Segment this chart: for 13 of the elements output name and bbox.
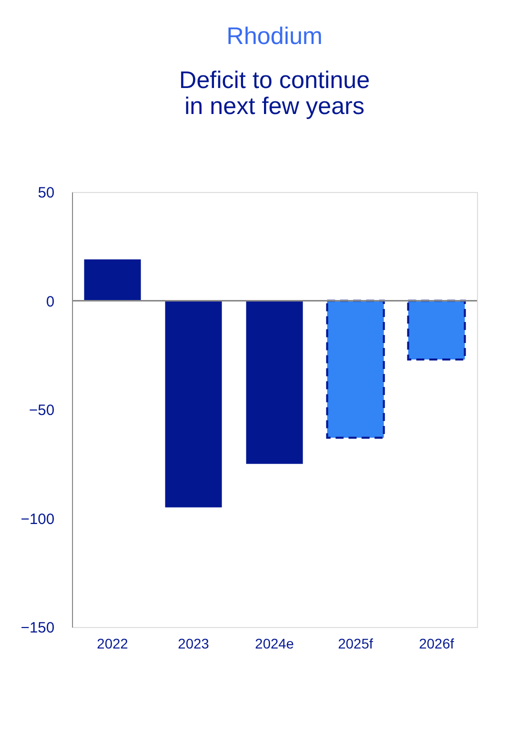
- y-tick-label: 0: [46, 293, 54, 310]
- y-tick-label: −100: [20, 510, 54, 528]
- y-tick-label: 50: [38, 184, 54, 202]
- text: Deficit to continue: [179, 67, 370, 94]
- x-tick-label: 2024e: [255, 636, 294, 652]
- x-tick-label: 2026f: [418, 636, 454, 652]
- y-tick-label: −150: [20, 620, 54, 636]
- x-tick-label: 2025f: [338, 636, 374, 652]
- y-tick-label: −50: [29, 402, 54, 419]
- chart-title: Rhodium: [226, 23, 323, 50]
- x-tick-label: 2023: [178, 636, 210, 652]
- x-tick-label: 2022: [96, 636, 128, 652]
- text: in next few years: [184, 93, 365, 120]
